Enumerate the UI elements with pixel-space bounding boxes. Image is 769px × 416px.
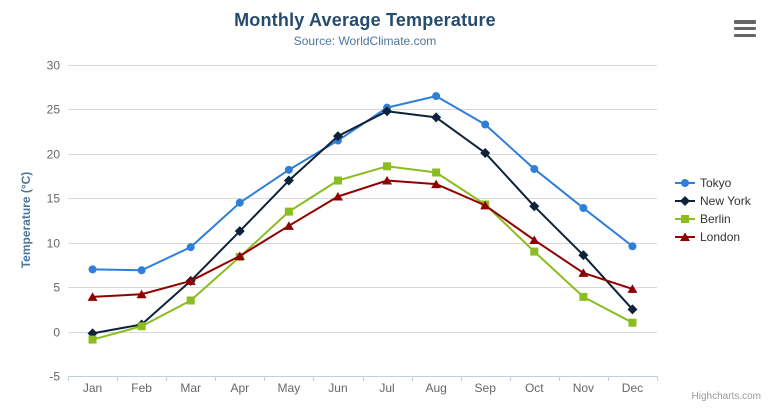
legend-item-label: Berlin: [700, 212, 731, 226]
x-axis-category-label: Jun: [328, 381, 347, 395]
legend-item-label: London: [700, 230, 741, 244]
legend-item-london[interactable]: London: [675, 230, 751, 244]
chart-subtitle: Source: WorldClimate.com: [293, 34, 437, 48]
diamond-data-point-marker[interactable]: [431, 112, 442, 123]
legend-item-tokyo[interactable]: Tokyo: [675, 176, 751, 190]
circle-data-point-marker[interactable]: [628, 242, 637, 251]
hamburger-menu-icon: [734, 26, 756, 31]
y-axis-tick-label: 25: [47, 103, 61, 117]
circle-data-point-marker[interactable]: [432, 92, 441, 101]
x-axis-category-label: Sep: [475, 381, 497, 395]
triangle-legend-marker-icon: [675, 232, 695, 241]
legend-item-berlin[interactable]: Berlin: [675, 212, 751, 226]
circle-data-point-marker[interactable]: [530, 164, 539, 173]
square-data-point-marker[interactable]: [628, 318, 637, 327]
series-tokyo: [88, 92, 637, 275]
diamond-data-point-marker[interactable]: [332, 131, 343, 142]
series-london: [87, 176, 638, 301]
series-line: [91, 110, 634, 335]
hamburger-menu-icon: [734, 33, 756, 37]
diamond-data-point-marker[interactable]: [529, 201, 540, 212]
circle-data-point-marker[interactable]: [186, 243, 195, 252]
triangle-data-point-marker[interactable]: [578, 268, 589, 277]
x-axis-category-label: Nov: [573, 381, 594, 395]
square-data-point-marker[interactable]: [579, 292, 588, 301]
circle-data-point-marker[interactable]: [284, 165, 293, 174]
circle-data-point-marker[interactable]: [88, 265, 97, 274]
triangle-data-point-marker[interactable]: [185, 276, 196, 285]
square-data-point-marker[interactable]: [383, 162, 392, 171]
triangle-data-point-marker[interactable]: [627, 284, 638, 293]
y-axis-tick-label: -5: [49, 370, 60, 384]
circle-legend-marker-icon: [675, 179, 695, 187]
x-axis-category-label: Aug: [425, 381, 446, 395]
circle-data-point-marker[interactable]: [579, 204, 588, 213]
context-menu-button[interactable]: [734, 20, 756, 37]
diamond-data-point-marker[interactable]: [283, 175, 294, 186]
x-axis-category-label: Apr: [230, 381, 249, 395]
diamond-legend-marker: [680, 196, 690, 206]
circle-data-point-marker[interactable]: [137, 266, 146, 275]
diamond-legend-marker-icon: [675, 196, 695, 206]
diamond-data-point-marker[interactable]: [234, 226, 245, 237]
series-berlin: [88, 162, 637, 344]
square-data-point-marker[interactable]: [186, 296, 195, 305]
triangle-data-point-marker[interactable]: [382, 176, 393, 185]
x-axis-category-label: Jul: [379, 381, 394, 395]
legend-item-label: New York: [700, 194, 751, 208]
y-axis-tick-label: 15: [47, 192, 61, 206]
diamond-data-point-marker[interactable]: [627, 304, 638, 315]
legend: Tokyo New York Berlin London: [675, 176, 751, 244]
highcharts-credit-link[interactable]: Highcharts.com: [691, 391, 761, 402]
triangle-data-point-marker[interactable]: [529, 235, 540, 245]
triangle-legend-marker: [680, 232, 690, 241]
triangle-data-point-marker[interactable]: [480, 200, 491, 210]
square-data-point-marker[interactable]: [284, 207, 293, 216]
square-data-point-marker[interactable]: [333, 176, 342, 185]
y-axis-tick-label: 30: [47, 59, 61, 73]
hamburger-menu-icon: [734, 20, 756, 24]
x-axis-category-label: Jan: [83, 381, 102, 395]
triangle-data-point-marker[interactable]: [87, 292, 98, 301]
y-axis-tick-label: 20: [47, 148, 61, 162]
square-legend-marker-icon: [675, 215, 695, 223]
triangle-data-point-marker[interactable]: [431, 179, 442, 189]
circle-data-point-marker[interactable]: [481, 120, 490, 129]
diamond-data-point-marker[interactable]: [382, 106, 393, 117]
x-axis-category-label: Oct: [525, 381, 544, 395]
y-axis-tick-label: 0: [53, 326, 60, 340]
square-data-point-marker[interactable]: [530, 247, 539, 256]
series-line: [91, 179, 634, 298]
x-axis-category-label: Feb: [131, 381, 152, 395]
circle-data-point-marker[interactable]: [235, 198, 244, 207]
square-data-point-marker[interactable]: [137, 322, 146, 331]
diamond-data-point-marker[interactable]: [480, 147, 491, 158]
y-axis-tick-label: 10: [47, 237, 61, 251]
x-axis-category-label: Mar: [180, 381, 201, 395]
x-axis-category-label: Dec: [622, 381, 643, 395]
circle-legend-marker: [681, 179, 689, 187]
square-legend-marker: [681, 215, 689, 223]
series-line: [91, 165, 634, 341]
chart-title: Monthly Average Temperature: [234, 10, 496, 30]
triangle-data-point-marker[interactable]: [283, 221, 294, 230]
x-axis-category-label: May: [278, 381, 301, 395]
series-new-york: [87, 106, 638, 339]
triangle-data-point-marker[interactable]: [234, 251, 245, 261]
series-line: [91, 95, 634, 272]
square-data-point-marker[interactable]: [88, 335, 97, 344]
square-data-point-marker[interactable]: [432, 168, 441, 177]
triangle-data-point-marker[interactable]: [136, 289, 147, 299]
y-axis-tick-label: 5: [53, 281, 60, 295]
legend-item-label: Tokyo: [700, 176, 732, 190]
legend-item-new-york[interactable]: New York: [675, 194, 751, 208]
diamond-data-point-marker[interactable]: [578, 250, 589, 261]
triangle-data-point-marker[interactable]: [332, 192, 343, 201]
